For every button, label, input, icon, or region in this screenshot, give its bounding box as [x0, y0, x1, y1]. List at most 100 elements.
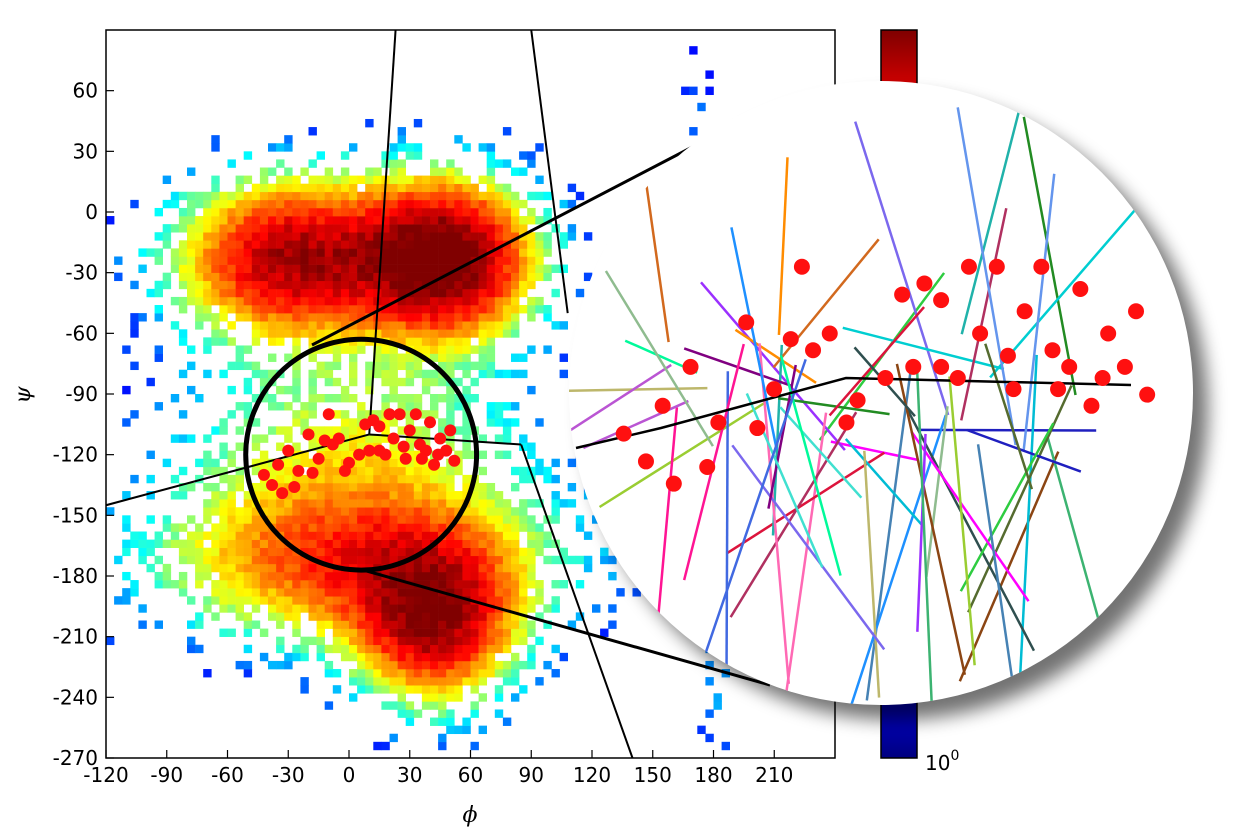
heatmap-cell	[340, 482, 350, 492]
heatmap-cell	[195, 191, 204, 201]
heatmap-cell	[178, 571, 188, 581]
heatmap-cell	[486, 321, 496, 330]
heatmap-cell	[332, 305, 342, 314]
heatmap-cell	[478, 207, 487, 217]
heatmap-cell	[405, 709, 415, 718]
heatmap-cell	[494, 248, 504, 257]
heatmap-cell	[381, 580, 390, 589]
highlight-circle	[243, 336, 480, 573]
heatmap-cell	[365, 329, 374, 338]
heatmap-cell	[178, 588, 188, 597]
heatmap-cell	[454, 628, 463, 637]
heatmap-cell	[438, 264, 447, 273]
heatmap-cell	[373, 652, 382, 662]
heatmap-cell	[203, 604, 212, 613]
heatmap-cell	[276, 588, 285, 597]
heatmap-cell	[211, 321, 220, 330]
heatmap-cell	[276, 224, 285, 233]
heatmap-cell	[243, 491, 253, 500]
heatmap-cell	[211, 580, 220, 589]
heatmap-cell	[502, 402, 512, 411]
heatmap-cell	[421, 199, 431, 209]
heatmap-cell	[316, 183, 325, 193]
heatmap-cell	[527, 547, 536, 557]
heatmap-cell	[243, 531, 253, 540]
heatmap-cell	[219, 296, 228, 306]
heatmap-cell	[446, 693, 455, 702]
heatmap-cell	[332, 644, 342, 654]
heatmap-cell	[478, 466, 487, 476]
heatmap-cell	[462, 669, 471, 678]
zoom-red-point	[838, 414, 855, 431]
heatmap-cell	[430, 612, 439, 621]
heatmap-cell	[527, 596, 536, 605]
heatmap-cell	[397, 207, 406, 217]
heatmap-cell	[519, 547, 528, 557]
heatmap-cell	[446, 620, 455, 629]
zoom-red-point	[849, 392, 866, 409]
heatmap-cell	[292, 232, 301, 241]
heatmap-cell	[478, 224, 487, 233]
heatmap-cell	[203, 555, 212, 565]
heatmap-cell	[470, 321, 479, 330]
heatmap-cell	[389, 224, 398, 233]
heatmap-cell	[219, 329, 228, 338]
heatmap-cell	[438, 296, 447, 306]
trajectory-line	[697, 358, 807, 674]
heatmap-cell	[543, 660, 552, 670]
heatmap-cell	[389, 353, 398, 362]
heatmap-cell	[308, 499, 317, 508]
heatmap-cell	[454, 207, 463, 217]
heatmap-cell	[527, 571, 536, 581]
heatmap-cell	[405, 588, 415, 597]
heatmap-cell	[405, 499, 415, 508]
heatmap-cell	[300, 329, 309, 338]
heatmap-cell	[381, 677, 390, 686]
heatmap-cell	[203, 563, 212, 573]
heatmap-cell	[203, 256, 212, 265]
heatmap-cell	[203, 240, 212, 249]
heatmap-cell	[494, 580, 504, 589]
heatmap-cell	[446, 183, 455, 193]
heatmap-cell	[494, 280, 504, 290]
heatmap-cell	[332, 612, 342, 621]
heatmap-cell	[446, 571, 455, 581]
heatmap-cell	[421, 563, 431, 573]
heatmap-cell	[462, 369, 471, 379]
heatmap-cell	[405, 232, 415, 241]
heatmap-cell	[300, 199, 309, 209]
zoom-red-point	[1100, 325, 1117, 342]
heatmap-cell	[389, 458, 398, 468]
heatmap-cell	[235, 612, 244, 621]
heatmap-cell	[421, 272, 431, 282]
trajectory-line	[682, 343, 745, 581]
heatmap-cell	[454, 329, 463, 338]
heatmap-cell	[413, 232, 423, 241]
heatmap-cell	[365, 499, 374, 508]
heatmap-cell	[413, 329, 423, 338]
heatmap-cell	[365, 175, 374, 184]
heatmap-cell	[381, 636, 390, 646]
heatmap-cell	[324, 394, 334, 403]
heatmap-cell	[324, 596, 334, 605]
heatmap-cell	[251, 248, 261, 257]
heatmap-cell	[438, 418, 447, 427]
heatmap-cell	[535, 531, 544, 540]
heatmap-cell	[486, 620, 496, 629]
heatmap-cell	[251, 394, 261, 403]
heatmap-cell	[276, 580, 285, 589]
trajectory-line	[967, 384, 1073, 613]
heatmap-cell	[478, 482, 487, 492]
heatmap-cell	[454, 644, 463, 654]
heatmap-cell	[187, 531, 196, 540]
heatmap-cell	[494, 450, 504, 460]
heatmap-cell	[381, 256, 390, 265]
heatmap-cell	[405, 337, 415, 346]
heatmap-cell	[340, 596, 350, 605]
heatmap-cell	[551, 288, 560, 298]
heatmap-cell	[373, 458, 382, 468]
heatmap-cell	[478, 337, 487, 346]
heatmap-cell	[211, 232, 220, 241]
heatmap-cell	[235, 596, 244, 605]
heatmap-cell	[259, 547, 269, 557]
